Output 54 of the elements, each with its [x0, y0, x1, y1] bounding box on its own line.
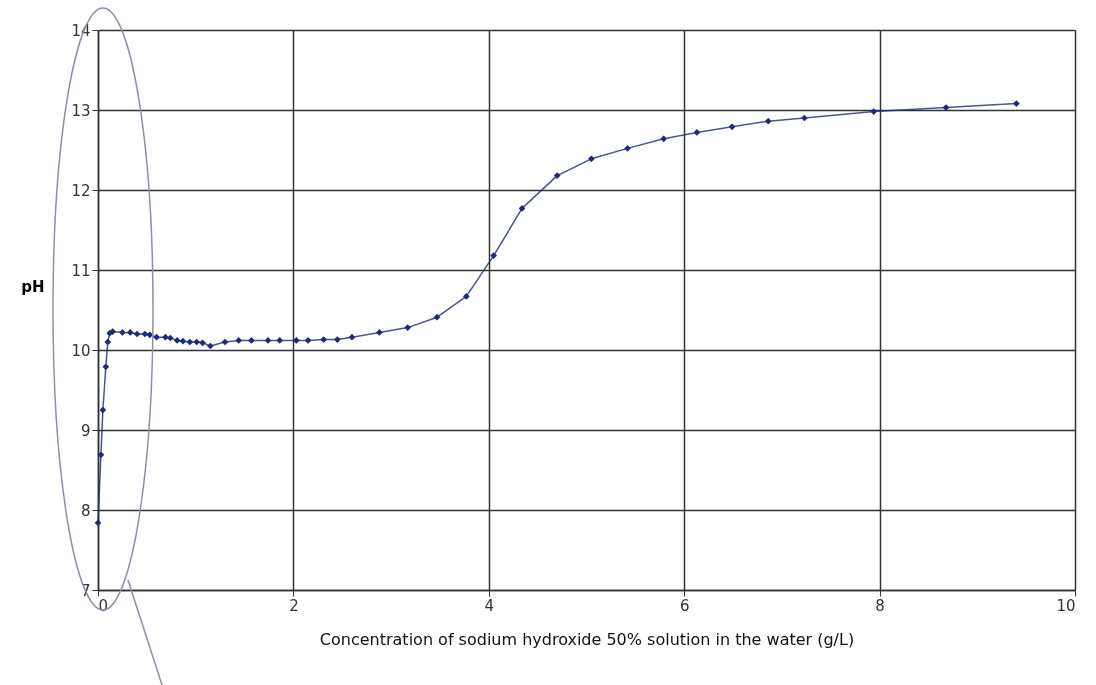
point	[404, 324, 412, 331]
y-tick-label: 13	[71, 101, 91, 120]
point	[248, 337, 255, 344]
point	[221, 338, 229, 346]
x-axis-title: Concentration of sodium hydroxide 50% solution in the water (g/L)	[319, 629, 855, 649]
x-tick-label: 8	[875, 596, 885, 615]
point	[320, 336, 328, 343]
point	[433, 313, 441, 321]
point	[490, 252, 498, 259]
point	[660, 135, 668, 143]
point	[166, 334, 174, 342]
point	[94, 519, 102, 527]
point	[207, 342, 214, 350]
point	[179, 337, 187, 345]
y-tick-label: 12	[71, 181, 91, 200]
y-tick-label: 10	[71, 341, 91, 360]
point	[119, 329, 126, 336]
x-tick-label: 2	[289, 596, 299, 615]
point	[141, 330, 149, 338]
point	[693, 129, 701, 136]
point	[376, 329, 383, 336]
point	[1013, 100, 1020, 107]
point	[235, 337, 243, 344]
point	[193, 338, 201, 346]
point	[146, 331, 154, 339]
point	[97, 451, 105, 459]
point	[104, 338, 112, 346]
point	[186, 338, 194, 346]
point	[199, 339, 206, 347]
point	[348, 333, 356, 341]
point	[553, 172, 561, 179]
point	[99, 406, 107, 414]
point	[126, 329, 134, 336]
y-tick-label: 11	[71, 261, 91, 280]
point	[624, 145, 631, 152]
point	[728, 123, 736, 131]
point	[292, 337, 300, 344]
y-axis-title: pH	[21, 277, 45, 296]
y-tick-label: 8	[80, 501, 91, 520]
point	[588, 155, 595, 163]
x-tick-label: 6	[679, 596, 690, 615]
point	[133, 330, 141, 338]
point	[304, 337, 312, 344]
point	[276, 337, 284, 344]
point	[462, 293, 470, 300]
point	[870, 108, 878, 115]
point	[173, 337, 181, 344]
point	[764, 117, 772, 125]
x-tick-label: 4	[484, 596, 495, 615]
y-tick-label: 9	[80, 421, 91, 440]
point	[153, 333, 160, 341]
point	[102, 363, 110, 371]
x-tick-label: 10	[1056, 596, 1076, 615]
point	[334, 336, 341, 343]
